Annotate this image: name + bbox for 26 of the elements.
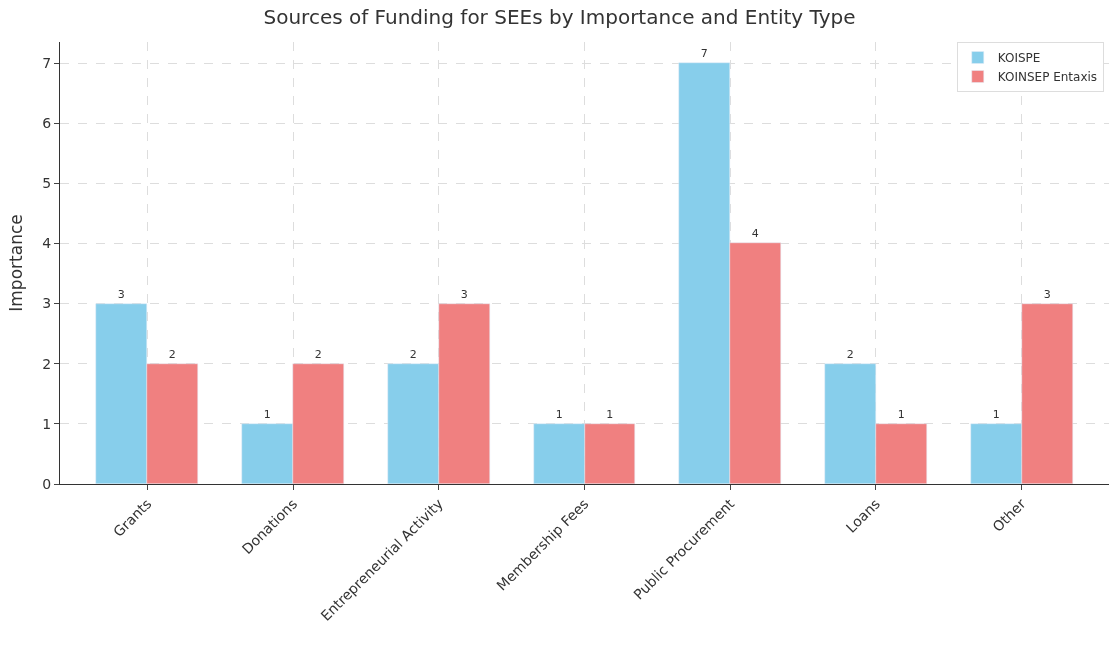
y-tick-label: 5 (42, 175, 52, 192)
data-label: 7 (700, 46, 708, 60)
legend-label: KOINSEP Entaxis (997, 70, 1098, 85)
y-tick-label: 6 (42, 115, 52, 132)
y-tick-label: 2 (42, 355, 52, 372)
data-label: 4 (751, 226, 759, 240)
data-label: 2 (314, 347, 322, 361)
y-tick-label: 4 (42, 235, 52, 252)
y-tick-label: 7 (42, 54, 52, 71)
data-label: 1 (263, 407, 271, 421)
data-label: 2 (409, 347, 417, 361)
data-label: 3 (117, 287, 125, 301)
legend-label: KOISPE (997, 51, 1041, 66)
data-label: 3 (1043, 287, 1051, 301)
data-label: 1 (897, 407, 905, 421)
y-axis-title: Importance (5, 214, 26, 312)
data-label: 1 (555, 407, 563, 421)
y-tick-label: 3 (42, 295, 52, 312)
data-label: 1 (606, 407, 614, 421)
data-label: 2 (168, 347, 176, 361)
chart-title: Sources of Funding for SEEs by Importance and Entity Type (263, 4, 856, 29)
y-tick-label: 1 (42, 415, 52, 432)
y-tick-label: 0 (42, 475, 52, 492)
data-label: 1 (992, 407, 1000, 421)
data-label: 2 (846, 347, 854, 361)
data-label: 3 (460, 287, 468, 301)
